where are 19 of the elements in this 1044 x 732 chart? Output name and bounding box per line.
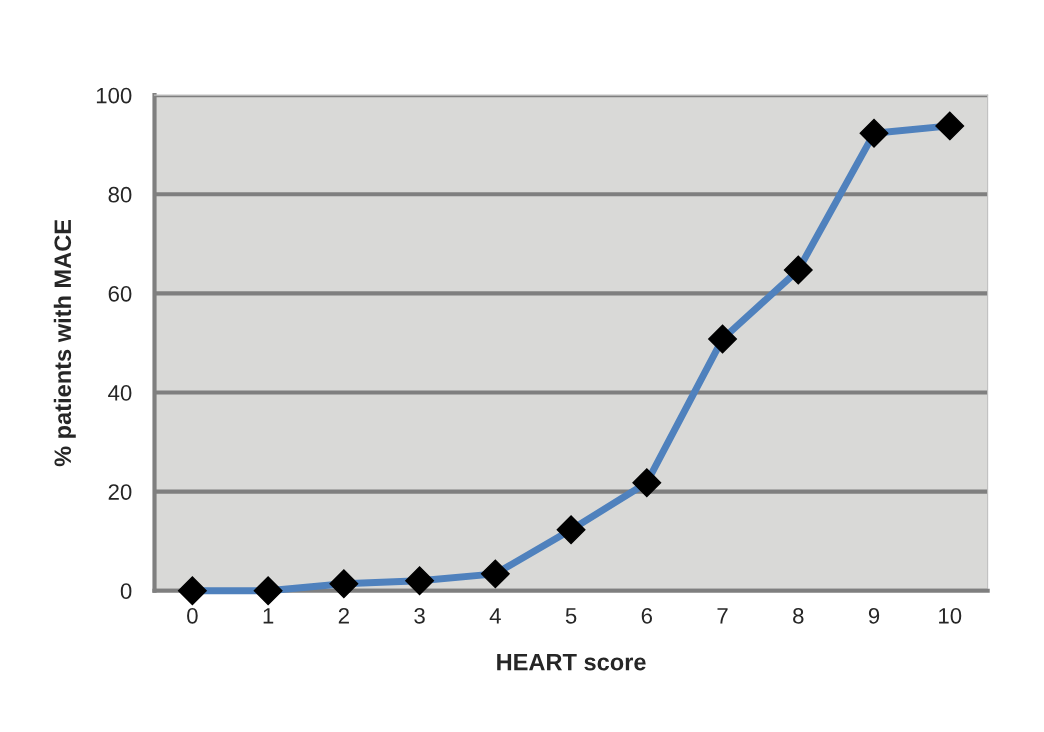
y-tick-label: 40 [108,385,132,401]
x-axis-title: HEART score [497,653,646,671]
y-tick-label: 80 [108,186,132,203]
y-tick-label: 100 [96,87,132,104]
x-tick-label: 8 [793,607,804,624]
x-tick-label: 9 [868,607,880,624]
y-tick-label: 20 [108,484,132,500]
x-tick-label: 4 [489,608,501,624]
x-tick-label: 5 [565,608,577,624]
x-tick-label: 1 [263,608,274,624]
y-axis-title: % patients with MACE [53,219,76,467]
y-tick-label: 0 [120,583,132,599]
x-tick-label: 6 [641,607,653,624]
y-tick-label: 60 [108,285,132,302]
x-tick-label: 0 [187,607,198,624]
x-tick-label: 7 [717,608,728,624]
x-tick-label: 10 [939,607,962,624]
x-tick-label: 2 [338,607,349,624]
x-tick-label: 3 [414,607,425,624]
